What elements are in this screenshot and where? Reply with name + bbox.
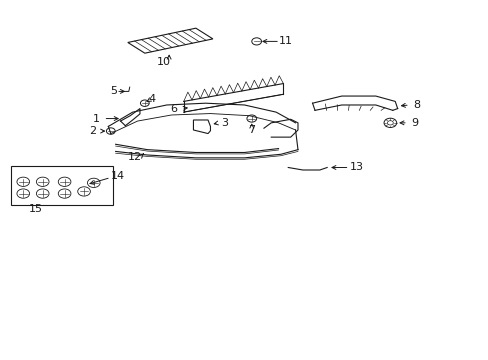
Text: 1: 1 — [93, 113, 100, 123]
Text: 9: 9 — [410, 118, 417, 128]
Text: 8: 8 — [413, 100, 420, 110]
Bar — [11, 166, 113, 205]
Text: 2: 2 — [89, 126, 96, 136]
Text: 13: 13 — [348, 162, 363, 172]
Text: 3: 3 — [221, 118, 228, 128]
Text: 6: 6 — [170, 104, 177, 113]
Text: 7: 7 — [248, 125, 255, 135]
Text: 4: 4 — [148, 94, 155, 104]
Text: 14: 14 — [111, 171, 125, 181]
Text: 15: 15 — [28, 204, 42, 214]
Text: 11: 11 — [278, 36, 292, 46]
Text: 10: 10 — [157, 57, 171, 67]
Text: 5: 5 — [109, 86, 117, 96]
Text: 12: 12 — [128, 153, 142, 162]
